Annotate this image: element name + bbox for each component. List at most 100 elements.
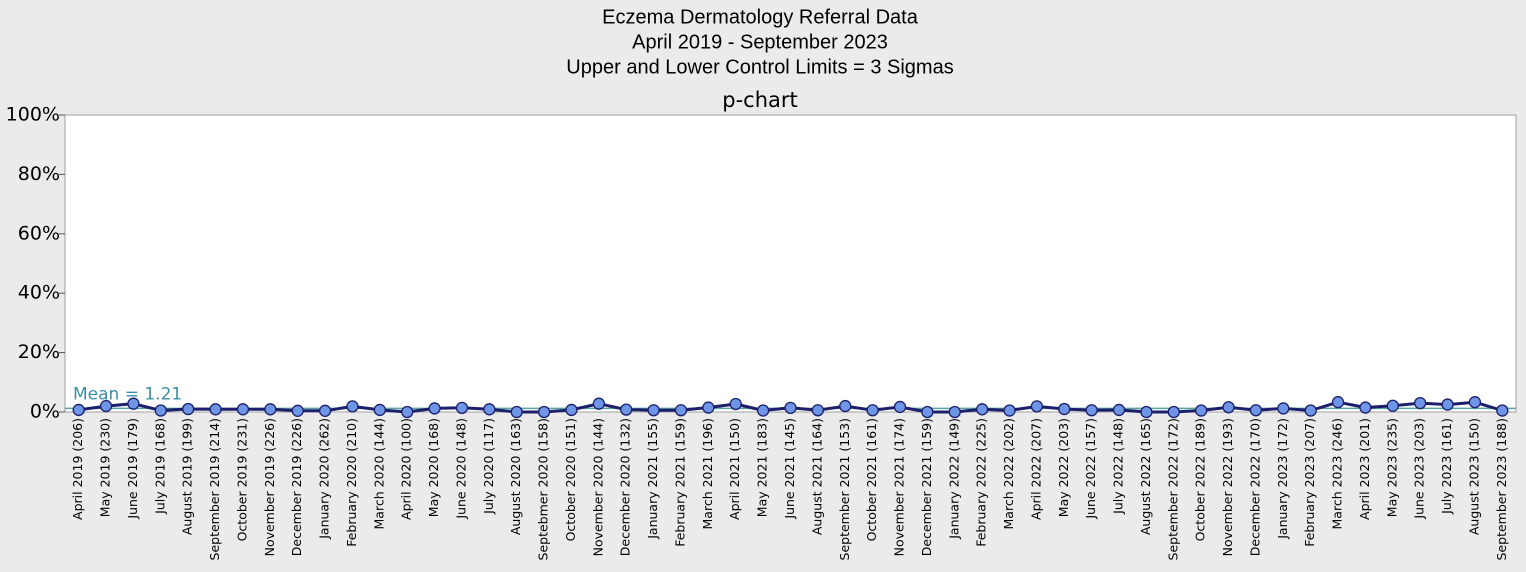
x-tick-label: March 2022 (202) [1001, 418, 1016, 529]
data-point [373, 403, 386, 417]
data-point [1030, 400, 1044, 413]
data-point [1468, 396, 1482, 409]
data-point [455, 401, 469, 414]
data-point [291, 404, 304, 417]
x-tick-label: October 2019 (231) [235, 418, 250, 541]
x-tick-label: February 2023 (207) [1302, 418, 1317, 547]
x-tick-label: July 2019 (168) [152, 418, 167, 515]
data-point [127, 397, 140, 410]
x-tick-label: July 2023 (161) [1439, 418, 1454, 515]
data-point [620, 403, 633, 416]
x-tick-label: January 2020 (262) [317, 418, 332, 540]
data-point [318, 404, 332, 417]
data-point [784, 401, 797, 414]
x-tick-label: June 2021 (145) [782, 418, 797, 520]
data-point [401, 405, 414, 419]
x-tick-label: June 2023 (203) [1412, 418, 1427, 520]
x-tick-label: September 2019 (214) [207, 418, 222, 560]
data-point [483, 403, 496, 416]
data-point [811, 404, 825, 417]
data-point [756, 404, 770, 417]
x-tick-label: January 2022 (149) [946, 418, 961, 540]
data-point [1195, 404, 1208, 417]
data-point [1441, 398, 1454, 411]
data-point [647, 404, 660, 417]
data-point [99, 399, 113, 413]
x-tick-label: October 2021 (161) [864, 418, 879, 541]
x-tick-label: January 2023 (172) [1275, 418, 1290, 540]
data-point [346, 400, 359, 413]
data-point [72, 403, 85, 417]
x-tick-label: Septebmer 2020 (158) [536, 418, 551, 560]
y-tick-label: 0% [30, 401, 60, 423]
data-point [1304, 404, 1317, 417]
data-point [1140, 405, 1153, 419]
x-tick-label: April 2020 (100) [399, 418, 414, 520]
x-tick-label: August 2021 (164) [809, 418, 824, 535]
mean-label: Mean = 1.21 [73, 384, 182, 404]
x-tick-label: January 2021 (155) [645, 418, 660, 540]
x-tick-label: December 2020 (132) [618, 418, 633, 556]
x-tick-label: April 2022 (207) [1028, 418, 1043, 520]
data-point [428, 402, 441, 415]
x-tick-label: July 2020 (117) [481, 418, 496, 515]
panel-title: p-chart [722, 88, 798, 112]
x-tick-label: June 2020 (148) [454, 418, 469, 520]
data-point [1167, 405, 1180, 419]
data-point [948, 405, 961, 419]
x-tick-label: October 2022 (189) [1193, 418, 1208, 541]
x-tick-label: November 2022 (193) [1220, 418, 1235, 556]
x-tick-label: November 2019 (226) [262, 418, 277, 556]
data-point [592, 397, 606, 410]
data-point [1222, 401, 1235, 414]
data-point [975, 403, 989, 416]
x-tick-label: February 2021 (159) [673, 418, 688, 547]
plot-area [64, 114, 1517, 413]
chart-subtitle: Upper and Lower Control Limits = 3 Sigma… [566, 56, 953, 78]
x-tick-label: May 2019 (230) [98, 418, 113, 517]
x-tick-label: May 2022 (203) [1056, 418, 1071, 517]
x-tick-label: December 2022 (170) [1247, 418, 1262, 556]
y-tick-label: 80% [18, 163, 60, 185]
data-point [674, 404, 688, 417]
data-point [839, 399, 852, 413]
data-point [1277, 402, 1290, 415]
data-point [866, 404, 879, 417]
data-point [1496, 404, 1509, 417]
data-point [1386, 399, 1399, 412]
x-tick-label: March 2020 (144) [371, 418, 386, 529]
data-point [537, 405, 551, 419]
x-tick-label: August 2020 (163) [508, 418, 523, 535]
data-point [510, 405, 523, 419]
x-tick-label: December 2021 (159) [919, 418, 934, 556]
data-point [1058, 402, 1071, 416]
x-tick-label: April 2021 (150) [727, 418, 742, 520]
x-tick-label: May 2023 (235) [1384, 418, 1399, 517]
x-tick-label: August 2019 (199) [180, 418, 195, 535]
x-tick-label: November 2021 (174) [892, 418, 907, 556]
x-tick-label: August 2022 (165) [1138, 418, 1153, 535]
data-point [236, 403, 250, 416]
y-tick-label: 40% [18, 282, 60, 304]
data-point [702, 401, 715, 414]
x-tick-label: December 2019 (226) [289, 418, 304, 556]
x-tick-label: June 2019 (179) [125, 418, 140, 520]
x-tick-label: August 2023 (150) [1466, 418, 1481, 535]
x-tick-label: March 2023 (246) [1330, 418, 1345, 529]
chart-title: Eczema Dermatology Referral Data [602, 6, 919, 28]
y-tick-label: 20% [18, 341, 60, 363]
x-tick-label: May 2020 (168) [426, 418, 441, 517]
y-tick-label: 100% [6, 104, 60, 126]
x-tick-label: April 2019 (206) [70, 418, 85, 520]
data-point [154, 404, 167, 417]
chart-subtitle: April 2019 - September 2023 [632, 31, 888, 53]
x-tick-label: September 2021 (153) [837, 418, 852, 560]
data-point [1249, 404, 1263, 417]
data-point [1085, 404, 1098, 417]
x-tick-label: September 2022 (172) [1165, 418, 1180, 560]
x-tick-label: March 2021 (196) [700, 418, 715, 529]
data-point [182, 402, 195, 416]
x-tick-label: June 2022 (157) [1083, 418, 1098, 520]
